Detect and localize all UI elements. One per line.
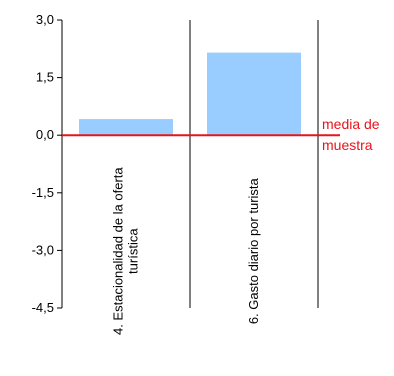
category-label-1: 4. Estacionalidad de la ofertaturística xyxy=(111,167,141,335)
bar-1 xyxy=(79,119,173,136)
category-labels: 4. Estacionalidad de la ofertaturística 6… xyxy=(111,167,262,335)
bars xyxy=(79,52,301,136)
y-tick-label: -1,5 xyxy=(32,185,54,200)
sample-mean-label: media de muestra xyxy=(322,116,380,153)
y-tick-label: -4,5 xyxy=(32,300,54,315)
y-tick-label: 3,0 xyxy=(36,12,54,27)
category-label-2: 6. Gasto diario por turista xyxy=(246,177,261,324)
y-tick-label: -3,0 xyxy=(32,242,54,257)
y-tick-label: 1,5 xyxy=(36,70,54,85)
bar-2 xyxy=(207,52,301,136)
y-axis-ticks: 3,0 1,5 0,0 -1,5 -3,0 -4,5 xyxy=(32,12,62,315)
y-tick-label: 0,0 xyxy=(36,127,54,142)
